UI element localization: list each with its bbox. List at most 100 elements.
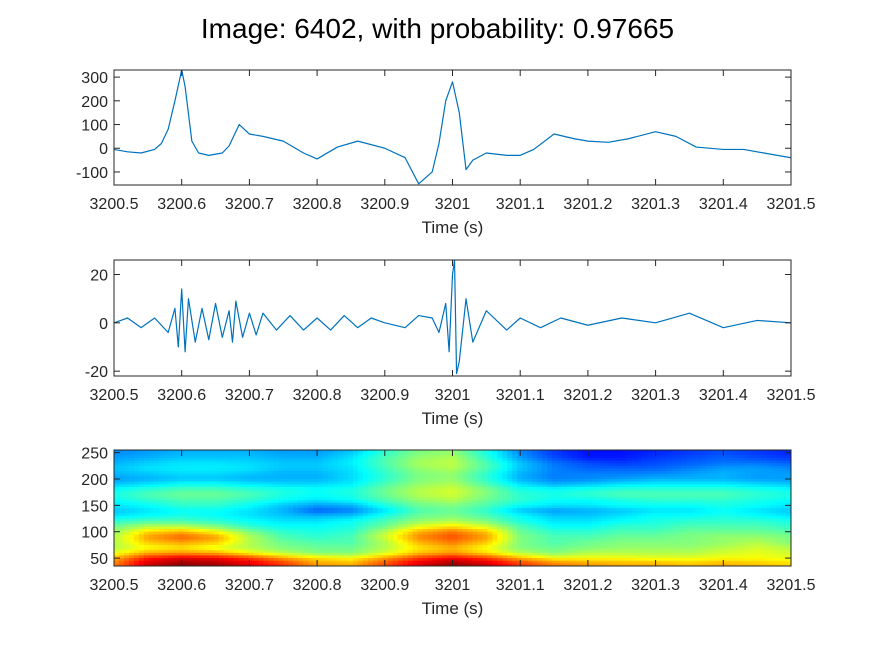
heatmap-cell bbox=[537, 473, 543, 477]
heatmap-cell bbox=[502, 508, 508, 512]
heatmap-cell bbox=[362, 450, 369, 454]
heatmap-cell bbox=[537, 534, 543, 538]
heatmap-cell bbox=[661, 460, 668, 464]
heatmap-cell bbox=[377, 502, 384, 506]
heatmap-cell bbox=[591, 492, 598, 496]
heatmap-cell bbox=[661, 539, 668, 543]
heatmap-cell bbox=[487, 502, 493, 506]
heatmap-cell bbox=[233, 465, 240, 470]
heatmap-cell bbox=[432, 521, 439, 525]
heatmap-cell bbox=[407, 452, 414, 456]
heatmap-cell bbox=[148, 479, 155, 483]
heatmap-cell bbox=[422, 526, 429, 530]
heatmap-cell bbox=[581, 473, 588, 477]
heatmap-cell bbox=[741, 510, 747, 514]
heatmap-cell bbox=[776, 526, 782, 530]
heatmap-cell bbox=[198, 542, 205, 546]
heatmap-cell bbox=[218, 500, 225, 504]
heatmap-cell bbox=[502, 526, 508, 530]
heatmap-cell bbox=[248, 513, 254, 517]
heatmap-cell bbox=[382, 476, 389, 480]
heatmap-cell bbox=[308, 489, 314, 493]
heatmap-cell bbox=[651, 486, 658, 491]
heatmap-cell bbox=[636, 513, 643, 517]
heatmap-cell bbox=[661, 526, 668, 530]
heatmap-cell bbox=[342, 489, 349, 493]
heatmap-cell bbox=[203, 489, 210, 493]
heatmap-cell bbox=[417, 542, 424, 546]
heatmap-cell bbox=[318, 537, 324, 541]
heatmap-cell bbox=[786, 521, 791, 525]
heatmap-cell bbox=[303, 502, 309, 506]
heatmap-cell bbox=[288, 457, 294, 462]
heatmap-cell bbox=[641, 476, 648, 480]
heatmap-cell bbox=[407, 476, 414, 480]
heatmap-cell bbox=[776, 513, 782, 517]
heatmap-cell bbox=[372, 463, 379, 467]
heatmap-cell bbox=[507, 539, 513, 543]
heatmap-cell bbox=[547, 523, 553, 528]
heatmap-cell bbox=[736, 489, 742, 493]
heatmap-cell bbox=[123, 508, 130, 512]
heatmap-cell bbox=[357, 489, 364, 493]
heatmap-cell bbox=[193, 539, 200, 543]
heatmap-cell bbox=[163, 484, 170, 488]
heatmap-cell bbox=[581, 457, 588, 462]
heatmap-cell bbox=[781, 515, 787, 520]
heatmap-cell bbox=[482, 526, 488, 530]
heatmap-cell bbox=[457, 521, 464, 525]
heatmap-cell bbox=[671, 500, 678, 504]
heatmap-cell bbox=[223, 492, 230, 496]
heatmap-cell bbox=[352, 450, 359, 454]
heatmap-cell bbox=[263, 455, 269, 459]
heatmap-cell bbox=[566, 526, 573, 530]
heatmap-cell bbox=[487, 542, 493, 546]
heatmap-cell bbox=[123, 526, 130, 530]
heatmap-cell bbox=[333, 502, 339, 506]
heatmap-cell bbox=[686, 542, 693, 546]
heatmap-cell bbox=[736, 465, 742, 470]
heatmap-cell bbox=[527, 460, 533, 464]
heatmap-cell bbox=[228, 502, 235, 506]
heatmap-cell bbox=[457, 455, 464, 459]
heatmap-cell bbox=[686, 529, 693, 533]
heatmap-cell bbox=[557, 481, 563, 485]
heatmap-cell bbox=[313, 457, 319, 462]
heatmap-cell bbox=[357, 497, 364, 501]
heatmap-cell bbox=[397, 494, 404, 499]
heatmap-cell bbox=[601, 476, 608, 480]
heatmap-cell bbox=[542, 526, 548, 530]
heatmap-cell bbox=[467, 484, 474, 488]
heatmap-cell bbox=[711, 457, 717, 462]
heatmap-cell bbox=[571, 473, 578, 477]
heatmap-cell bbox=[497, 537, 503, 541]
heatmap-cell bbox=[552, 457, 558, 462]
heatmap-cell bbox=[422, 455, 429, 459]
heatmap-cell bbox=[442, 502, 449, 506]
heatmap-cell bbox=[626, 473, 633, 477]
heatmap-cell bbox=[457, 460, 464, 464]
heatmap-cell bbox=[412, 515, 419, 520]
heatmap-cell bbox=[138, 505, 145, 509]
heatmap-cell bbox=[686, 537, 693, 541]
heatmap-cell bbox=[751, 452, 757, 456]
heatmap-cell bbox=[631, 486, 638, 491]
heatmap-cell bbox=[377, 471, 384, 475]
heatmap-cell bbox=[392, 476, 399, 480]
heatmap-cell bbox=[288, 463, 294, 467]
heatmap-cell bbox=[447, 510, 454, 514]
heatmap-cell bbox=[447, 542, 454, 546]
heatmap-cell bbox=[512, 542, 518, 546]
heatmap-cell bbox=[427, 484, 434, 488]
heatmap-cell bbox=[492, 457, 498, 462]
x-tick-label: 3201.4 bbox=[699, 387, 748, 404]
heatmap-cell bbox=[308, 471, 314, 475]
heatmap-cell bbox=[616, 502, 623, 506]
heatmap-cell bbox=[691, 450, 698, 454]
heatmap-cell bbox=[601, 460, 608, 464]
heatmap-cell bbox=[701, 471, 707, 475]
heatmap-cell bbox=[168, 539, 175, 543]
heatmap-cell bbox=[611, 481, 618, 485]
heatmap-cell bbox=[352, 471, 359, 475]
heatmap-cell bbox=[527, 502, 533, 506]
